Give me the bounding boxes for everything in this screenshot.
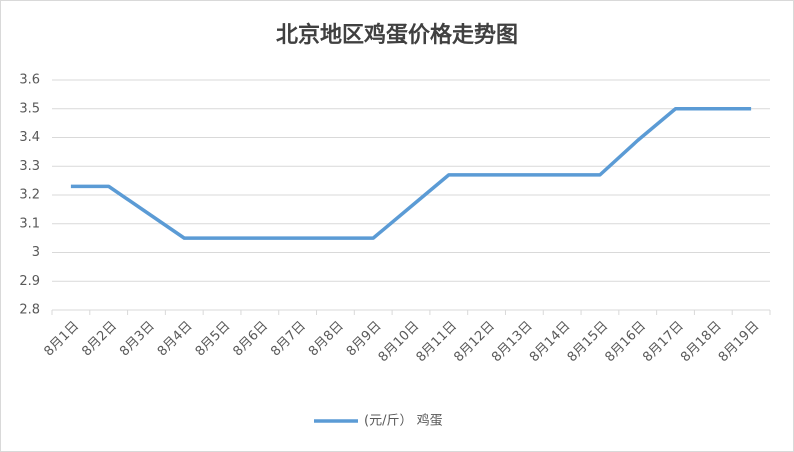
y-tick-label: 3.1	[19, 216, 40, 231]
y-tick-label: 3.5	[19, 101, 40, 116]
series-line	[70, 107, 752, 240]
y-tick-label: 3.3	[19, 159, 40, 174]
y-tick-label: 3.6	[19, 73, 40, 88]
y-tick-label: 3	[32, 245, 40, 260]
chart-title: 北京地区鸡蛋价格走势图	[276, 22, 518, 48]
y-tick-label: 3.4	[19, 130, 40, 145]
y-tick-label: 3.2	[19, 188, 40, 203]
legend-label: (元/斤） 鸡蛋	[364, 413, 443, 429]
y-tick-label: 2.8	[19, 303, 40, 318]
y-tick-label: 2.9	[19, 274, 40, 289]
